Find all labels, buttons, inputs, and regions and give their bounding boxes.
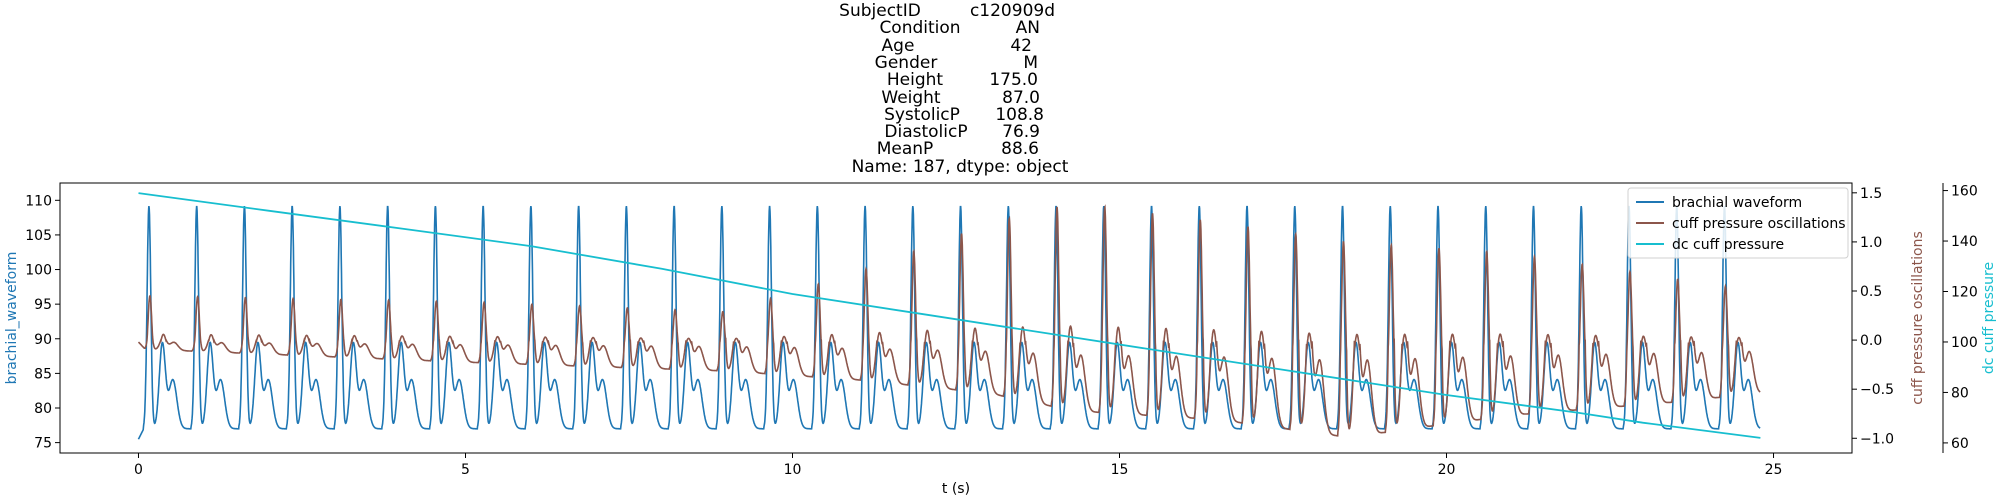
y-left-tick-label: 85 — [34, 366, 52, 382]
y-right2-tick-label: 80 — [1951, 385, 1969, 401]
y-axis-right-oscillations: −1.0 −0.5 0.0 0.5 1.0 1.5 cuff pressure oscill… — [1852, 186, 1926, 447]
y-right1-tick-label: 1.5 — [1860, 186, 1882, 202]
title-value-diastolicp: 76.9 — [1002, 122, 1040, 143]
y-left-tick-label: 110 — [25, 193, 52, 209]
y-right1-axis-label: cuff pressure oscillations — [1910, 231, 1926, 405]
y-right2-tick-label: 120 — [1951, 285, 1978, 301]
series-line-brachial-waveform — [137, 205, 1761, 440]
y-left-tick-label: 75 — [34, 436, 52, 452]
title-key-systolicp: SystolicP — [884, 104, 960, 125]
title-value-height: 175.0 — [989, 70, 1038, 91]
title-key-condition: Condition — [879, 18, 961, 39]
series-line-dc-cuff-pressure — [138, 192, 1761, 439]
y-axis-right-dc: 60 80 100 120 140 160 dc cuff pressure — [1942, 183, 1997, 453]
y-left-tick-label: 100 — [25, 263, 52, 279]
title-key-height: Height — [886, 70, 944, 91]
x-axis: 0 5 10 15 20 25 t (s) — [134, 453, 1782, 497]
legend: brachial waveform cuff pressure oscillati… — [1627, 187, 1849, 259]
title-value-gender: M — [1023, 52, 1038, 73]
title-key-weight: Weight — [881, 87, 941, 108]
title-key-gender: Gender — [874, 52, 938, 73]
y-right2-tick-label: 100 — [1951, 335, 1978, 351]
x-tick-label: 5 — [461, 462, 470, 478]
y-left-axis-label: brachial_waveform — [4, 252, 20, 385]
plot-frame — [59, 182, 1853, 454]
x-tick-label: 0 — [134, 462, 143, 478]
x-tick-label: 10 — [784, 462, 802, 478]
y-left-tick-label: 95 — [34, 297, 52, 313]
y-right1-tick-label: 1.0 — [1860, 235, 1882, 251]
y-right1-tick-label: −1.0 — [1860, 431, 1894, 447]
series-line-cuff-pressure-oscillations — [137, 204, 1761, 437]
title-value-meanp: 88.6 — [1001, 139, 1039, 160]
title-key-subjectid: SubjectID — [839, 1, 921, 21]
y-right1-tick-label: 0.0 — [1860, 333, 1882, 349]
y-left-tick-label: 80 — [34, 401, 52, 417]
y-right2-tick-label: 160 — [1951, 184, 1978, 200]
x-axis-label: t (s) — [942, 481, 970, 497]
title-key-meanp: MeanP — [876, 139, 934, 160]
y-right2-tick-label: 60 — [1951, 436, 1969, 452]
title-key-age: Age — [881, 35, 915, 56]
y-left-tick-label: 105 — [25, 228, 52, 244]
y-right1-tick-label: 0.5 — [1860, 284, 1882, 300]
y-right1-tick-label: −0.5 — [1860, 382, 1894, 398]
y-left-tick-label: 90 — [34, 332, 52, 348]
x-tick-label: 25 — [1765, 462, 1783, 478]
y-right2-tick-label: 140 — [1951, 234, 1978, 250]
title-value-age: 42 — [1010, 35, 1032, 56]
title-value-subjectid: c120909d — [969, 1, 1055, 21]
y-right2-axis-label: dc cuff pressure — [1981, 262, 1997, 374]
title-value-systolicp: 108.8 — [995, 104, 1044, 125]
x-tick-label: 15 — [1111, 462, 1129, 478]
title-value-weight: 87.0 — [1002, 87, 1040, 108]
x-tick-label: 20 — [1438, 462, 1456, 478]
legend-entry-label: brachial waveform — [1672, 195, 1802, 211]
legend-entry-label: cuff pressure oscillations — [1672, 216, 1846, 232]
legend-entry-label: dc cuff pressure — [1672, 237, 1784, 253]
legend-box — [1627, 187, 1849, 259]
series-layer — [137, 192, 1761, 440]
title-footer: Name: 187, dtype: object — [851, 156, 1069, 177]
title-key-diastolicp: DiastolicP — [884, 122, 968, 143]
y-axis-left: 75 80 85 90 95 100 105 110 brachial_waveform — [4, 193, 60, 452]
title-value-condition: AN — [1015, 18, 1040, 39]
